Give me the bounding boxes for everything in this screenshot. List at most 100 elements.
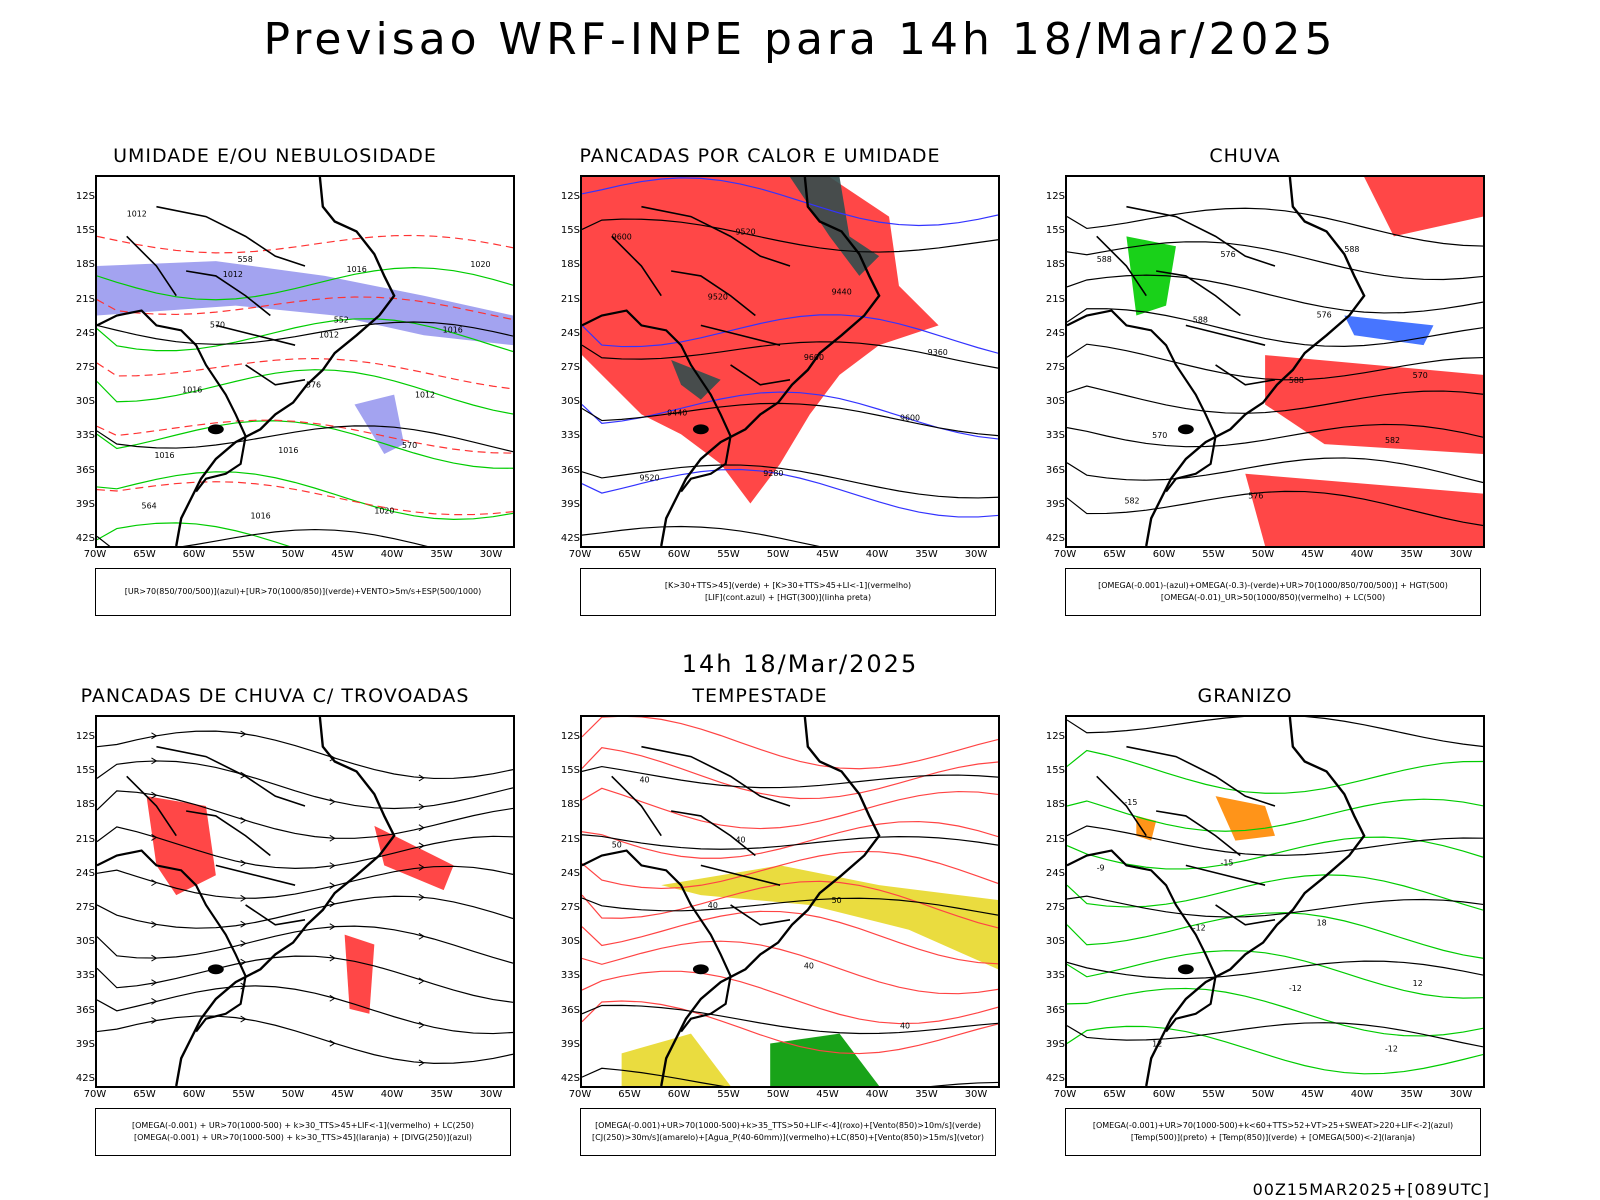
state-boundary (1215, 364, 1276, 386)
streamline-arrow (151, 921, 158, 928)
shaded-region (1126, 236, 1176, 316)
longitude-label: 30W (479, 549, 503, 560)
longitude-label: 60W (182, 549, 206, 560)
contour-line (1067, 241, 1483, 281)
map-panel-4: PANCADAS DE CHUVA C/ TROVOADAS 12S 15S 18S 2… (25, 685, 525, 1165)
contour-line (582, 525, 820, 546)
panel-title: UMIDADE E/OU NEBULOSIDADE (113, 145, 437, 167)
shaded-region (344, 934, 375, 1014)
shaded-region (97, 261, 513, 346)
state-boundary (126, 775, 177, 837)
latitude-label: 39S (560, 1038, 580, 1050)
state-boundary (1156, 270, 1241, 317)
legend-line: [OMEGA(-0.001)+UR>70(1000-500)+k<60+TTS>… (1092, 1121, 1454, 1130)
latitude-label: 15S (560, 765, 580, 777)
contour-label: 12 (1152, 1039, 1162, 1048)
latitude-label: 18S (1045, 259, 1065, 271)
contour-line (97, 296, 513, 321)
streamline-arrow (418, 803, 425, 811)
contour-label: 9600 (900, 413, 920, 422)
latitude-label: 12S (1045, 731, 1065, 742)
legend-line: [Temp(500)](preto) + [Temp(850)](verde) … (1130, 1133, 1416, 1142)
contour-label: 564 (142, 501, 157, 510)
latitude-label: 30S (560, 936, 580, 948)
latitude-label: 33S (75, 430, 95, 442)
longitude-label: 45W (816, 1089, 839, 1100)
latitude-label: 15S (1045, 765, 1065, 777)
longitude-label: 40W (1350, 1089, 1374, 1100)
contour-label: 576 (306, 381, 321, 390)
latitude-label: 42S (1045, 533, 1065, 544)
latitude-label: 18S (560, 799, 580, 811)
map-panel-3: CHUVA 588 588 588 582 582 576 576 570 570 576 588 12… (995, 145, 1495, 625)
state-boundary (730, 364, 791, 386)
panel-legend: [UR>70(850/700/500)](azul)+[UR>70(1000/8… (95, 568, 511, 616)
longitude-label: 70W (83, 549, 107, 560)
latitude-label: 12S (560, 731, 580, 742)
contour-line (1067, 987, 1483, 1037)
panel-title: PANCADAS POR CALOR E UMIDADE (579, 145, 941, 167)
state-boundary (1156, 810, 1241, 857)
contour-label: 1020 (470, 260, 490, 269)
streamline-arrow (418, 864, 425, 871)
contour-label: -12 (1193, 924, 1206, 933)
contour-label: 50 (612, 841, 622, 850)
longitude-label: 65W (133, 549, 156, 560)
state-boundary (215, 324, 296, 346)
coastline (1145, 717, 1366, 1086)
contour-line (1067, 798, 1483, 832)
contour-line (97, 730, 513, 780)
contour-label: 558 (238, 255, 253, 264)
map-area: 9600 9520 9600 9600 9520 9520 9440 9360 9440 9280 (580, 175, 1000, 548)
contour-label: 1012 (127, 210, 147, 219)
contour-line (582, 880, 998, 929)
map-panel-1: UMIDADE E/OU NEBULOSIDADE 1012 1012 1012 101… (25, 145, 525, 625)
contour-label: -12 (1385, 1044, 1398, 1053)
contour-label: 9440 (832, 288, 852, 297)
longitude-label: 50W (766, 1089, 790, 1100)
contour-line (97, 234, 513, 254)
map-area (95, 715, 515, 1088)
streamline-arrow (418, 774, 425, 782)
longitude-label: 70W (568, 1089, 592, 1100)
contour-label: 588 (1289, 376, 1304, 385)
streamline-arrow (418, 1021, 425, 1029)
state-boundary (1215, 904, 1276, 926)
shaded-region (1215, 796, 1275, 841)
streamline-arrow (418, 824, 425, 832)
contour-label: 12 (1413, 979, 1423, 988)
contour-line (582, 218, 998, 253)
country-boundary (97, 849, 247, 1033)
latitude-label: 27S (1045, 902, 1065, 913)
latitude-label: 36S (560, 1004, 580, 1016)
contour-label: -12 (1289, 984, 1302, 993)
contour-label: -15 (1124, 798, 1137, 807)
map-graphic: -9 -12 -12 -12 -15 -15 18 12 12 (1067, 717, 1483, 1086)
latitude-label: 27S (560, 902, 580, 913)
contour-line (97, 925, 513, 964)
contour-label: 570 (210, 320, 225, 329)
streamline-arrow (329, 862, 336, 869)
streamline-arrow (329, 900, 336, 908)
latitude-label: 30S (1045, 936, 1065, 948)
longitude-label: 50W (766, 549, 790, 560)
longitude-label: 60W (1152, 549, 1176, 560)
longitude-label: 35W (430, 549, 453, 560)
state-boundary (245, 364, 306, 386)
latitude-label: 21S (560, 293, 580, 305)
latitude-label: 12S (75, 191, 95, 202)
contour-label: 1016 (182, 386, 202, 395)
shaded-region (661, 865, 998, 970)
legend-line: [CJ(250)>30m/s](amarelo)+[Agua_P(40-60mm… (592, 1133, 984, 1142)
map-area: -9 -12 -12 -12 -15 -15 18 12 12 (1065, 715, 1485, 1088)
contour-line (1067, 423, 1483, 448)
latitude-label: 12S (1045, 191, 1065, 202)
latitude-label: 24S (560, 327, 580, 339)
contour-line (97, 318, 513, 353)
legend-line: [LIF](cont.azul) + [HGT(300)](linha pret… (704, 593, 872, 602)
contour-line (582, 787, 998, 830)
contour-line (97, 420, 513, 469)
shaded-region (1265, 355, 1483, 454)
contour-line (1067, 457, 1483, 484)
longitude-label: 70W (1053, 549, 1077, 560)
